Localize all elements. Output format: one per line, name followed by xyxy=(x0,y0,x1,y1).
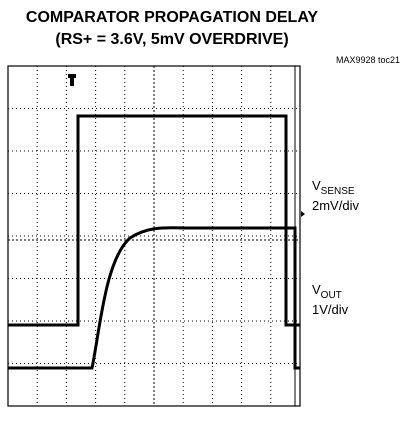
title-line: COMPARATOR PROPAGATION DELAY xyxy=(26,9,318,26)
vout-trace xyxy=(8,226,300,370)
title-line: (RS+ = 3.6V, 5mV OVERDRIVE) xyxy=(55,31,288,48)
channel-scale: 1V/div xyxy=(312,302,349,317)
channel-label: VSENSE xyxy=(312,178,355,197)
figure-id: MAX9928 toc21 xyxy=(336,55,400,65)
channel-symbol: V xyxy=(312,282,321,297)
channel-subscript: OUT xyxy=(321,290,342,301)
channel-subscript: SENSE xyxy=(321,186,355,197)
grid xyxy=(8,66,300,406)
scope-screen xyxy=(7,65,301,407)
channel-arrow xyxy=(301,211,305,217)
channel-symbol: V xyxy=(312,178,321,193)
vsense-trace xyxy=(8,114,300,327)
channel-label: VOUT xyxy=(312,282,342,301)
channel-scale: 2mV/div xyxy=(312,198,359,213)
trigger-marker xyxy=(68,74,76,86)
